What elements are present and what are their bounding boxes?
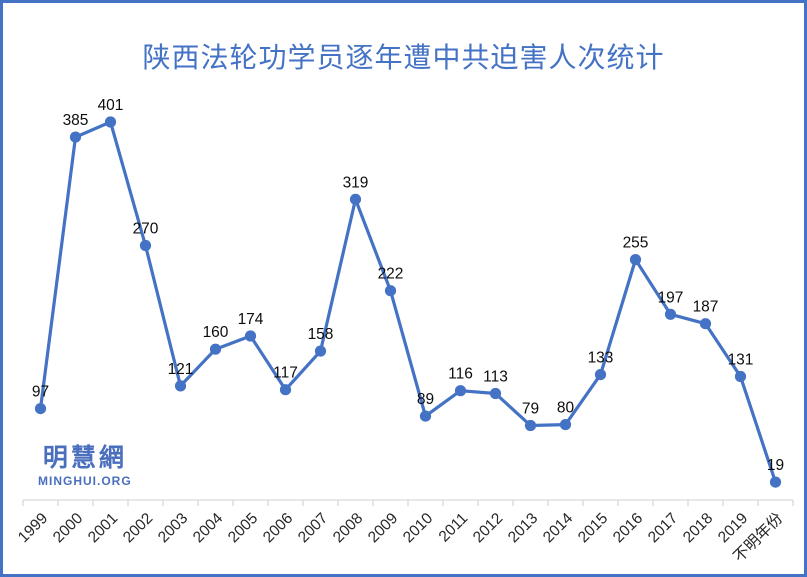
x-tick-label: 1999 bbox=[15, 510, 51, 546]
data-label: 117 bbox=[273, 365, 298, 382]
data-point bbox=[349, 193, 362, 205]
minghui-watermark: 明慧網 MINGHUI.ORG bbox=[38, 444, 132, 488]
data-label: 113 bbox=[483, 369, 508, 386]
data-point bbox=[174, 380, 187, 392]
data-label: 80 bbox=[557, 400, 575, 417]
data-label: 158 bbox=[308, 326, 334, 343]
data-label: 187 bbox=[693, 299, 719, 316]
x-tick-label: 2001 bbox=[85, 510, 121, 546]
data-label: 116 bbox=[448, 366, 473, 383]
data-point bbox=[69, 131, 82, 143]
x-tick-label: 2007 bbox=[295, 510, 331, 546]
data-label: 197 bbox=[658, 289, 684, 306]
data-point bbox=[384, 285, 397, 297]
data-point bbox=[34, 403, 47, 415]
data-label: 270 bbox=[133, 221, 159, 238]
data-label: 89 bbox=[417, 391, 434, 408]
data-label: 131 bbox=[728, 352, 754, 369]
x-tick-label: 2013 bbox=[505, 510, 541, 546]
watermark-latin-text: MINGHUI.ORG bbox=[38, 474, 132, 488]
data-label: 401 bbox=[98, 97, 124, 114]
data-point bbox=[104, 116, 117, 128]
x-tick-label: 2006 bbox=[260, 510, 296, 546]
data-point bbox=[314, 345, 327, 357]
x-tick-label: 2015 bbox=[575, 510, 611, 546]
data-label: 255 bbox=[623, 235, 649, 252]
data-label: 222 bbox=[378, 266, 404, 283]
x-tick-label: 2005 bbox=[225, 510, 261, 546]
data-point bbox=[454, 385, 467, 397]
data-label: 79 bbox=[522, 401, 539, 418]
data-point bbox=[139, 239, 152, 252]
data-label: 121 bbox=[168, 361, 194, 378]
data-point bbox=[209, 343, 222, 355]
data-label: 19 bbox=[767, 457, 784, 474]
data-label: 133 bbox=[588, 350, 614, 367]
data-point bbox=[769, 476, 782, 488]
data-point bbox=[244, 330, 257, 342]
data-point bbox=[594, 369, 607, 381]
data-point bbox=[419, 410, 432, 422]
data-point bbox=[734, 370, 747, 383]
x-tick-label: 2017 bbox=[645, 510, 681, 546]
data-label: 174 bbox=[238, 311, 264, 328]
x-tick-label: 2000 bbox=[50, 510, 87, 547]
data-point bbox=[559, 419, 572, 431]
x-tick-label: 2016 bbox=[610, 510, 646, 546]
series-line bbox=[38, 120, 778, 484]
data-point bbox=[664, 308, 677, 320]
chart-title: 陕西法轮功学员逐年遭中共迫害人次统计 bbox=[142, 42, 665, 73]
x-tick-label: 2009 bbox=[365, 510, 401, 546]
data-label: 385 bbox=[63, 112, 89, 129]
data-point bbox=[489, 387, 502, 400]
data-point bbox=[279, 384, 292, 396]
x-tick-label: 2010 bbox=[400, 510, 437, 547]
x-tick-label: 2008 bbox=[330, 510, 366, 546]
data-point bbox=[524, 419, 537, 432]
watermark-cjk-text: 明慧網 bbox=[42, 444, 127, 472]
x-tick-label: 2018 bbox=[680, 510, 716, 546]
x-tick-label: 2012 bbox=[470, 510, 506, 546]
data-point bbox=[629, 254, 642, 266]
data-label: 97 bbox=[32, 384, 49, 401]
x-tick-label: 2003 bbox=[155, 510, 191, 546]
data-label: 160 bbox=[203, 324, 229, 341]
line-chart: 1999200020012002200320042005200620072008… bbox=[15, 97, 794, 566]
x-tick-label: 2014 bbox=[540, 510, 577, 547]
data-label: 319 bbox=[343, 174, 369, 191]
data-point bbox=[699, 318, 712, 330]
x-tick-label: 2011 bbox=[436, 510, 472, 546]
x-tick-label: 2002 bbox=[120, 510, 156, 546]
x-tick-label: 2004 bbox=[190, 510, 227, 547]
